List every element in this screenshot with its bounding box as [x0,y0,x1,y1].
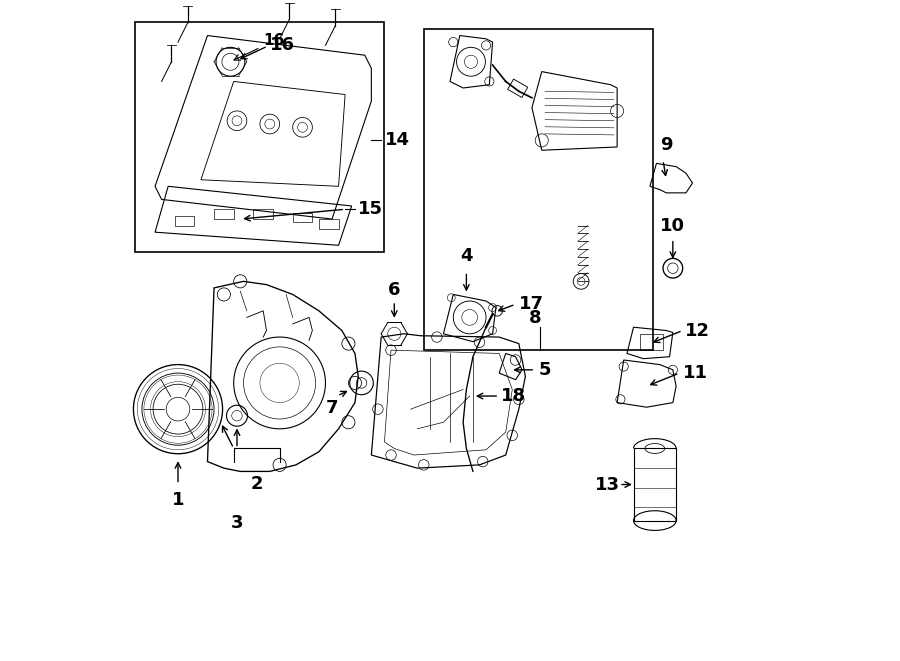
Bar [424,29,653,350]
Bar [508,79,527,97]
Text: 13: 13 [596,475,620,494]
Text: 14: 14 [384,132,410,149]
Bar [175,215,194,225]
Bar [319,219,338,229]
Bar [214,210,234,219]
Bar [135,22,384,252]
Text: 7: 7 [326,399,338,417]
Text: 18: 18 [501,387,526,405]
Bar [640,334,663,350]
Text: 12: 12 [685,321,709,340]
Text: 6: 6 [388,281,400,299]
Text: 1: 1 [172,491,184,509]
Text: 10: 10 [661,217,686,235]
Text: 3: 3 [230,514,243,532]
Text: 9: 9 [660,136,672,153]
Text: 4: 4 [460,247,473,265]
Text: 8: 8 [529,309,542,327]
Bar [634,448,676,521]
Text: 16: 16 [270,36,295,54]
Text: 16: 16 [234,34,284,60]
Text: 15: 15 [358,200,383,218]
Text: 5: 5 [538,361,551,379]
Bar [254,210,273,219]
Bar [292,213,312,222]
Text: 17: 17 [518,295,544,313]
Text: 2: 2 [250,475,263,492]
Text: 11: 11 [683,364,707,382]
